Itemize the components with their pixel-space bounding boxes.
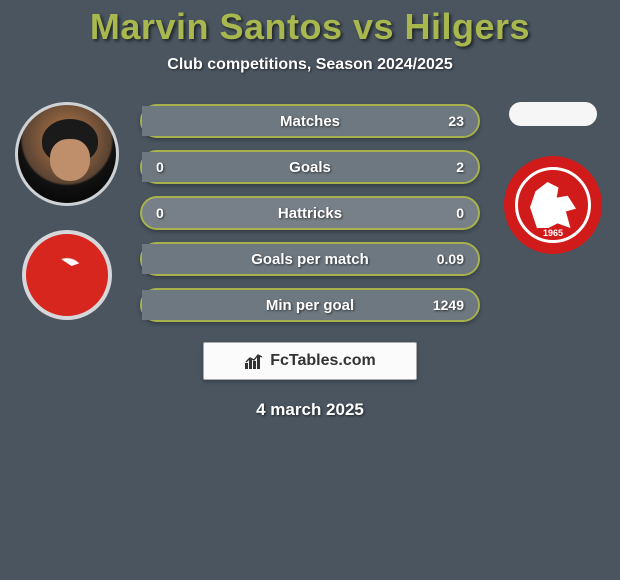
stat-label: Goals per match — [142, 244, 478, 274]
stat-label: Matches — [142, 106, 478, 136]
stat-label: Hattricks — [142, 198, 478, 228]
badge-year: 1965 — [543, 228, 563, 238]
branding-text: FcTables.com — [270, 352, 376, 370]
branding-badge[interactable]: FcTables.com — [203, 342, 417, 380]
stat-value-right: 2 — [456, 152, 464, 182]
stat-row-goals-per-match: Goals per match 0.09 — [140, 242, 480, 276]
horse-icon — [530, 182, 576, 228]
main-row: Matches 23 0 Goals 2 0 Hattricks 0 Goals… — [0, 102, 620, 322]
stat-row-goals: 0 Goals 2 — [140, 150, 480, 184]
stat-value-right: 0 — [456, 198, 464, 228]
page-title: Marvin Santos vs Hilgers — [0, 6, 620, 48]
stat-value-right: 23 — [448, 106, 464, 136]
player-photo-right — [509, 102, 597, 126]
stat-row-hattricks: 0 Hattricks 0 — [140, 196, 480, 230]
right-column: 1965 — [492, 102, 614, 254]
stat-row-min-per-goal: Min per goal 1249 — [140, 288, 480, 322]
club-badge-right: 1965 — [504, 156, 602, 254]
stat-value-right: 1249 — [433, 290, 464, 320]
stat-value-right: 0.09 — [437, 244, 464, 274]
player-photo-left — [15, 102, 119, 206]
bar-chart-icon — [244, 353, 264, 369]
stat-label: Min per goal — [142, 290, 478, 320]
page-subtitle: Club competitions, Season 2024/2025 — [0, 56, 620, 74]
left-column — [6, 102, 128, 320]
club-badge-left — [22, 230, 112, 320]
stats-column: Matches 23 0 Goals 2 0 Hattricks 0 Goals… — [140, 102, 480, 322]
comparison-card: Marvin Santos vs Hilgers Club competitio… — [0, 0, 620, 420]
stat-row-matches: Matches 23 — [140, 104, 480, 138]
date-label: 4 march 2025 — [0, 400, 620, 420]
stat-label: Goals — [142, 152, 478, 182]
